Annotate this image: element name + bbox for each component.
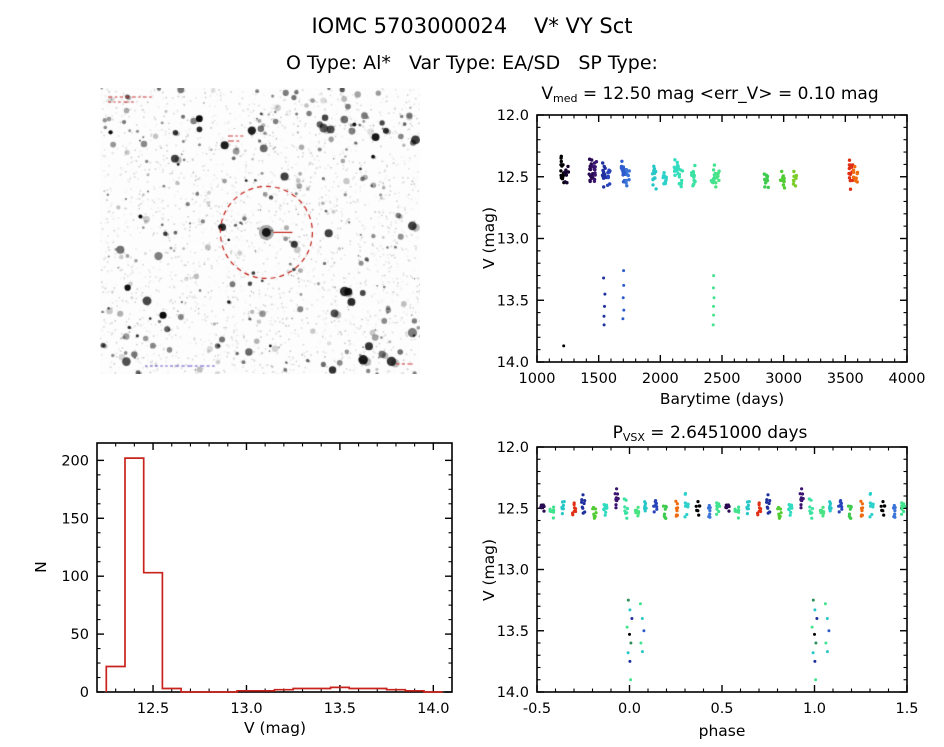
svg-text:13.5: 13.5 — [497, 624, 529, 640]
svg-text:-0.5: -0.5 — [523, 701, 551, 717]
svg-text:12.5: 12.5 — [137, 701, 169, 717]
phase-xlabel: phase — [698, 722, 746, 740]
phase-title-rest: = 2.6451000 days — [644, 423, 808, 443]
lightcurve-title-sub: med — [553, 92, 578, 105]
svg-text:2500: 2500 — [704, 371, 741, 387]
page-title: IOMC 5703000024 V* VY Sct — [311, 14, 633, 38]
svg-text:1.5: 1.5 — [895, 701, 918, 717]
svg-text:12.5: 12.5 — [497, 170, 529, 186]
histogram-plot: 12.5 13.0 13.5 14.0 0 50 100 150 200 — [61, 442, 453, 717]
svg-text:14.0: 14.0 — [497, 355, 529, 371]
lightcurve-title-prefix: V — [541, 84, 554, 104]
phase-title-prefix: P — [612, 423, 623, 443]
svg-text:12.0: 12.0 — [497, 440, 529, 456]
phase-title-sub: VSX — [622, 431, 645, 444]
svg-text:1500: 1500 — [580, 371, 617, 387]
svg-text:12.0: 12.0 — [497, 108, 529, 124]
lightcurve-title: Vmed = 12.50 mag <err_V> = 0.10 mag — [470, 84, 944, 105]
svg-text:2000: 2000 — [642, 371, 679, 387]
svg-text:200: 200 — [61, 453, 89, 469]
svg-text:0.0: 0.0 — [618, 701, 641, 717]
svg-text:0.5: 0.5 — [710, 701, 733, 717]
lightcurve-xlabel: Barytime (days) — [659, 390, 785, 408]
histogram-ylabel: N — [32, 561, 50, 573]
svg-text:13.0: 13.0 — [230, 701, 262, 717]
histogram-xlabel: V (mag) — [243, 719, 307, 737]
svg-text:1.0: 1.0 — [803, 701, 826, 717]
svg-text:3000: 3000 — [765, 371, 802, 387]
svg-text:13.5: 13.5 — [497, 293, 529, 309]
svg-text:13.0: 13.0 — [497, 563, 529, 579]
svg-text:100: 100 — [61, 569, 89, 585]
phase-ylabel: V (mag) — [480, 538, 498, 602]
svg-text:1000: 1000 — [519, 371, 556, 387]
svg-text:12.5: 12.5 — [497, 501, 529, 517]
page-subtitle: O Type: Al* Var Type: EA/SD SP Type: — [286, 52, 658, 74]
svg-text:13.5: 13.5 — [324, 701, 356, 717]
phase-plot-title: PVSX = 2.6451000 days — [470, 423, 944, 444]
svg-text:4000: 4000 — [889, 371, 926, 387]
lightcurve-title-rest: = 12.50 mag <err_V> = 0.10 mag — [577, 84, 879, 104]
svg-text:0: 0 — [80, 685, 89, 701]
svg-text:50: 50 — [71, 627, 89, 643]
lightcurve-plot: 1000 1500 2000 2500 3000 3500 4000 12.0 12.5 13.0… — [497, 108, 926, 387]
svg-text:13.0: 13.0 — [497, 232, 529, 248]
lightcurve-ylabel: V (mag) — [480, 206, 498, 270]
svg-text:150: 150 — [61, 511, 89, 527]
phase-plot: -0.5 0.0 0.5 1.0 1.5 12.0 12.5 13.0 13.5 14.0 — [497, 440, 919, 717]
svg-text:14.0: 14.0 — [417, 701, 449, 717]
star-field-image — [100, 88, 420, 374]
svg-text:14.0: 14.0 — [497, 685, 529, 701]
svg-text:3500: 3500 — [827, 371, 864, 387]
